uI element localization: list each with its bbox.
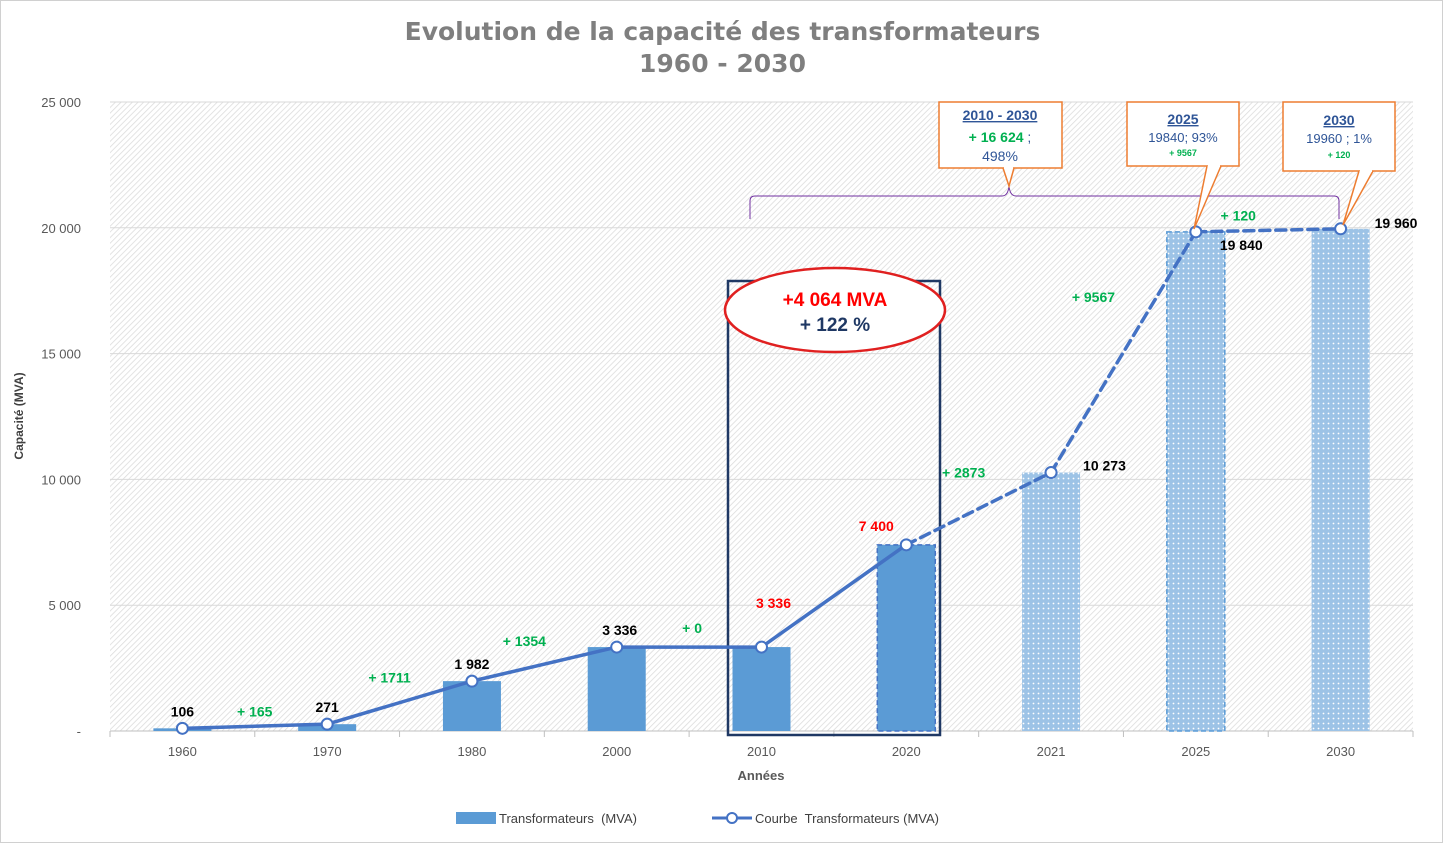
x-tick-label: 1970 (313, 744, 342, 759)
x-tick-label: 1980 (457, 744, 486, 759)
y-axis-label: Capacité (MVA) (12, 372, 26, 459)
highlight-line1: +4 064 MVA (783, 290, 888, 311)
value-label: 19 840 (1220, 237, 1263, 253)
line-segment (180, 722, 329, 731)
legend-line-label: Courbe Transformateurs (MVA) (755, 811, 939, 826)
value-label: 7 400 (859, 518, 894, 534)
delta-label: + 120 (1221, 207, 1257, 223)
line-segment (470, 645, 619, 683)
value-label: 10 273 (1083, 458, 1126, 474)
value-label: 3 336 (756, 595, 791, 611)
value-label: 106 (171, 703, 195, 719)
value-label: 1 982 (454, 656, 489, 672)
callout-2025-line2: + 9567 (1169, 148, 1197, 158)
bar (1022, 472, 1081, 731)
line-point (755, 640, 768, 654)
y-tick-label: 15 000 (41, 347, 81, 362)
callouts: 2010 - 2030 + 16 624 ; 498% 2025 19840; … (749, 101, 1396, 230)
x-tick-label: 1960 (168, 744, 197, 759)
x-tick-label: 2010 (747, 744, 776, 759)
line-point (1189, 225, 1203, 239)
callout-2030: 2030 19960 ; 1% + 120 (1282, 101, 1396, 226)
legend: Transformateurs (MVA) Courbe Transformat… (456, 811, 939, 826)
value-label: 3 336 (602, 622, 637, 638)
highlight-line2: + 122 % (800, 315, 870, 336)
delta-label: + 0 (682, 620, 702, 636)
delta-label: + 1711 (368, 670, 411, 686)
callout-2030-line2: + 120 (1328, 150, 1351, 160)
line-point (1044, 466, 1058, 480)
legend-line-marker (726, 812, 738, 824)
bar (876, 544, 937, 732)
callout-2010-2030: 2010 - 2030 + 16 624 ; 498% (938, 101, 1063, 189)
highlight-ellipse (723, 266, 947, 354)
x-tick-label: 2025 (1181, 744, 1210, 759)
y-axis: - 5 000 10 000 15 000 20 000 25 000 (41, 95, 81, 739)
y-tick-label: 10 000 (41, 472, 81, 487)
delta-label: + 165 (237, 703, 273, 719)
y-tick-label: 25 000 (41, 95, 81, 110)
callout-2025-title: 2025 (1167, 111, 1198, 127)
bar (587, 647, 646, 731)
callout-2025-line1: 19840; 93% (1148, 130, 1218, 145)
line-point (610, 640, 624, 654)
x-tick-label: 2021 (1037, 744, 1066, 759)
y-tick-label: - (77, 724, 81, 739)
callout-2010-2030-title: 2010 - 2030 (963, 107, 1038, 123)
callout-2010-2030-line1: + 16 624 ; (969, 129, 1032, 145)
callout-2025: 2025 19840; 93% + 9567 (1126, 101, 1240, 230)
delta-label: + 1354 (503, 633, 546, 649)
line-series (175, 222, 1348, 735)
x-axis-label: Années (738, 768, 785, 783)
bar (1311, 228, 1370, 731)
y-tick-label: 20 000 (41, 221, 81, 236)
delta-label: + 9567 (1072, 289, 1115, 305)
value-label: 19 960 (1375, 215, 1418, 231)
line-segment (759, 543, 909, 649)
delta-label: + 2873 (942, 465, 985, 481)
bar (442, 681, 501, 731)
line-point (175, 721, 189, 735)
line-segment (325, 679, 474, 726)
chart-title: Evolution de la capacité des transformat… (404, 17, 1041, 46)
callout-2010-2030-sep: ; (1024, 129, 1032, 145)
x-tick-label: 2000 (602, 744, 631, 759)
bar (732, 647, 791, 731)
y-tick-label: 5 000 (48, 598, 81, 613)
line-point (899, 538, 913, 552)
line-point (320, 717, 334, 731)
data-labels: 106 271 1 982 3 336 3 336 7 400 10 273 19 840 19… (171, 207, 1418, 719)
value-label: 271 (315, 699, 339, 715)
callout-2010-2030-line2: 498% (982, 148, 1018, 164)
line-segment (1194, 227, 1343, 234)
legend-bar-swatch (456, 812, 496, 824)
bar (1166, 231, 1226, 732)
line-point (1334, 222, 1348, 236)
callout-2010-2030-delta: + 16 624 (969, 129, 1024, 145)
legend-bar-label: Transformateurs (MVA) (499, 811, 637, 826)
x-tick-label: 2020 (892, 744, 921, 759)
line-point (465, 674, 479, 688)
x-tick-label: 2030 (1326, 744, 1355, 759)
callout-2030-line1: 19960 ; 1% (1306, 131, 1372, 146)
line-segment (904, 470, 1053, 547)
chart-subtitle: 1960 - 2030 (639, 49, 806, 78)
highlight-ellipse-group: +4 064 MVA + 122 % (723, 266, 947, 354)
bars (153, 228, 1370, 732)
line-segment (1049, 230, 1198, 475)
callout-2030-title: 2030 (1323, 112, 1354, 128)
